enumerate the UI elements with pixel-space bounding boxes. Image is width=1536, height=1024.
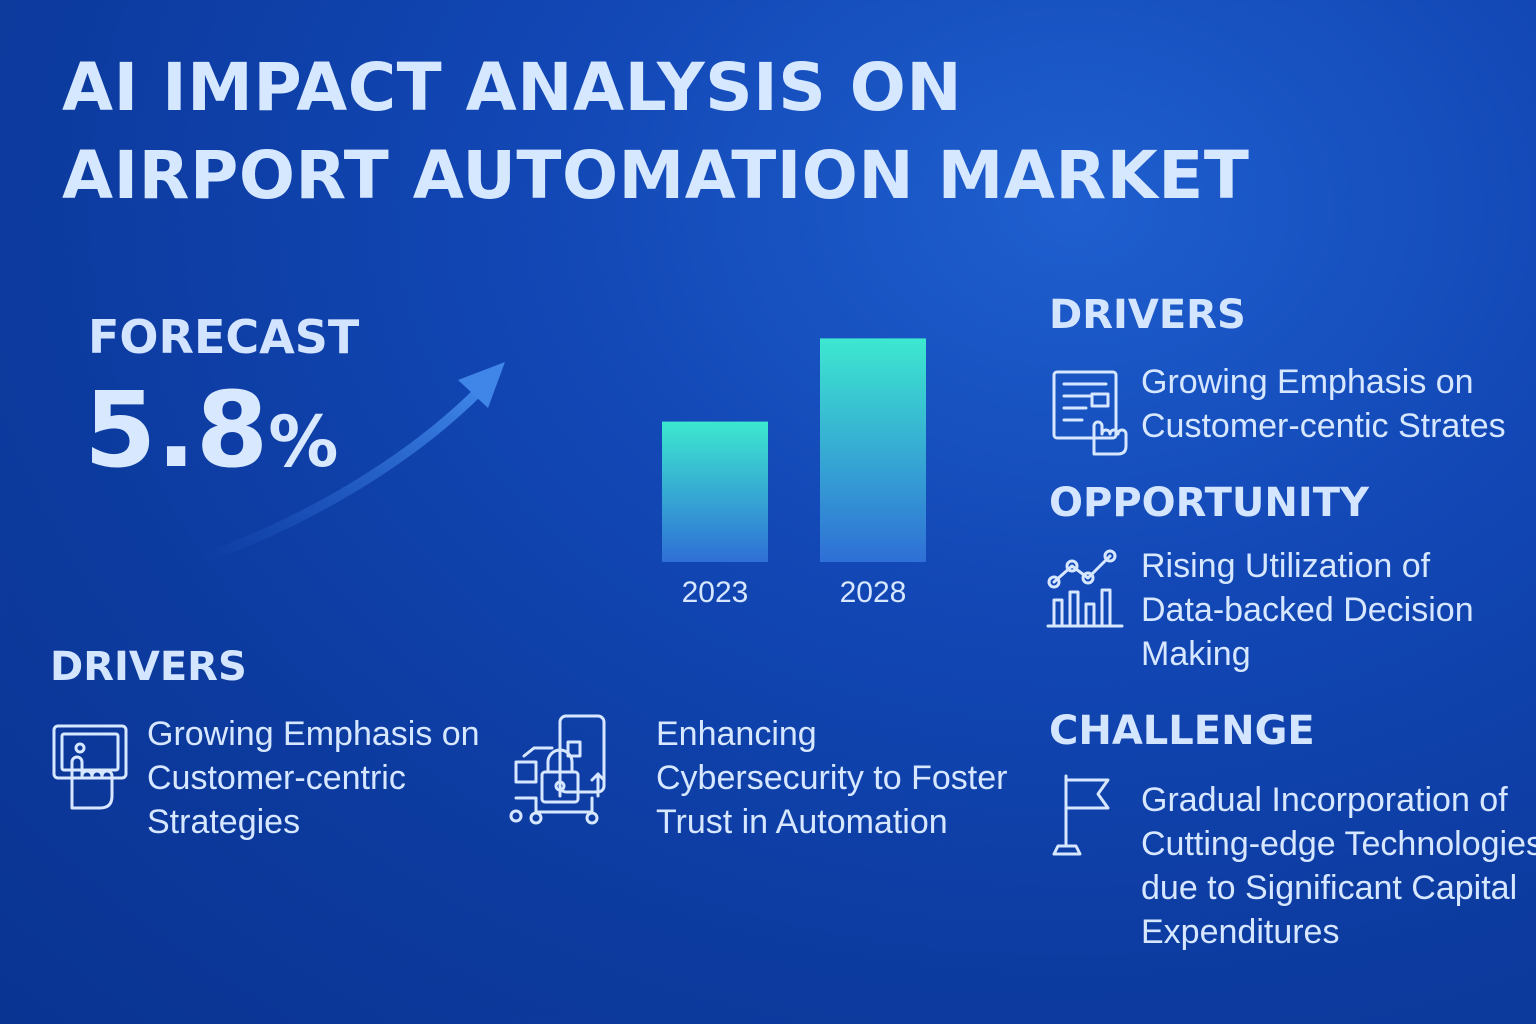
- challenge-line-4: Expenditures: [1141, 913, 1340, 951]
- bottom-driver-2-line-2: Cybersecurity to Foster: [656, 759, 1008, 797]
- bottom-drivers-heading: DRIVERS: [50, 644, 247, 690]
- bar-2028: [820, 338, 926, 562]
- opportunity-line-1: Rising Utilization of: [1141, 547, 1431, 585]
- opportunity-heading: OPPORTUNITY: [1049, 480, 1370, 526]
- bottom-driver-2-line-1: Enhancing: [656, 715, 817, 753]
- forecast-bar-chart: 2023 2028: [500, 338, 1060, 609]
- forecast-value: 5.8%: [84, 370, 338, 502]
- bottom-driver-2-line-3: Trust in Automation: [656, 803, 948, 841]
- analytics-chart-icon: [1046, 548, 1126, 630]
- challenge-text: Gradual Incorporation of Cutting-edge Te…: [1141, 778, 1536, 954]
- right-drivers-line-1: Growing Emphasis on: [1141, 363, 1474, 401]
- opportunity-line-2: Data-backed Decision: [1141, 591, 1474, 629]
- bottom-driver-1-text: Growing Emphasis on Customer-centric Str…: [147, 712, 480, 844]
- right-drivers-text: Growing Emphasis on Customer-centic Stra…: [1141, 360, 1506, 448]
- growth-arrow-icon: [195, 362, 505, 565]
- bottom-driver-1-line-3: Strategies: [147, 803, 301, 841]
- page-title: AI IMPACT ANALYSIS ON AIRPORT AUTOMATION…: [62, 44, 1249, 220]
- opportunity-text: Rising Utilization of Data-backed Decisi…: [1141, 544, 1474, 676]
- right-drivers-heading: DRIVERS: [1049, 292, 1246, 338]
- x-tick-label-2023: 2023: [682, 576, 749, 609]
- touch-document-icon: [1050, 368, 1130, 458]
- title-line-1: AI IMPACT ANALYSIS ON: [62, 49, 963, 126]
- bottom-driver-1-line-1: Growing Emphasis on: [147, 715, 480, 753]
- x-tick-label-2028: 2028: [840, 576, 907, 609]
- bottom-driver-2-text: Enhancing Cybersecurity to Foster Trust …: [656, 712, 1007, 844]
- forecast-unit: %: [268, 401, 339, 483]
- challenge-line-1: Gradual Incorporation of: [1141, 781, 1508, 819]
- opportunity-line-3: Making: [1141, 635, 1251, 673]
- challenge-line-3: due to Significant Capital: [1141, 869, 1518, 907]
- title-line-2: AIRPORT AUTOMATION MARKET: [62, 137, 1250, 214]
- challenge-line-2: Cutting-edge Technologies: [1141, 825, 1536, 863]
- cybersecurity-lock-icon: [506, 712, 610, 826]
- flag-icon: [1050, 772, 1114, 858]
- right-drivers-line-2: Customer-centic Strates: [1141, 407, 1506, 445]
- bottom-driver-1-line-2: Customer-centric: [147, 759, 406, 797]
- touchscreen-icon: [50, 722, 130, 812]
- challenge-heading: CHALLENGE: [1049, 708, 1315, 754]
- forecast-number: 5.8: [84, 369, 269, 491]
- forecast-label: FORECAST: [88, 310, 360, 364]
- bar-2023: [662, 421, 768, 562]
